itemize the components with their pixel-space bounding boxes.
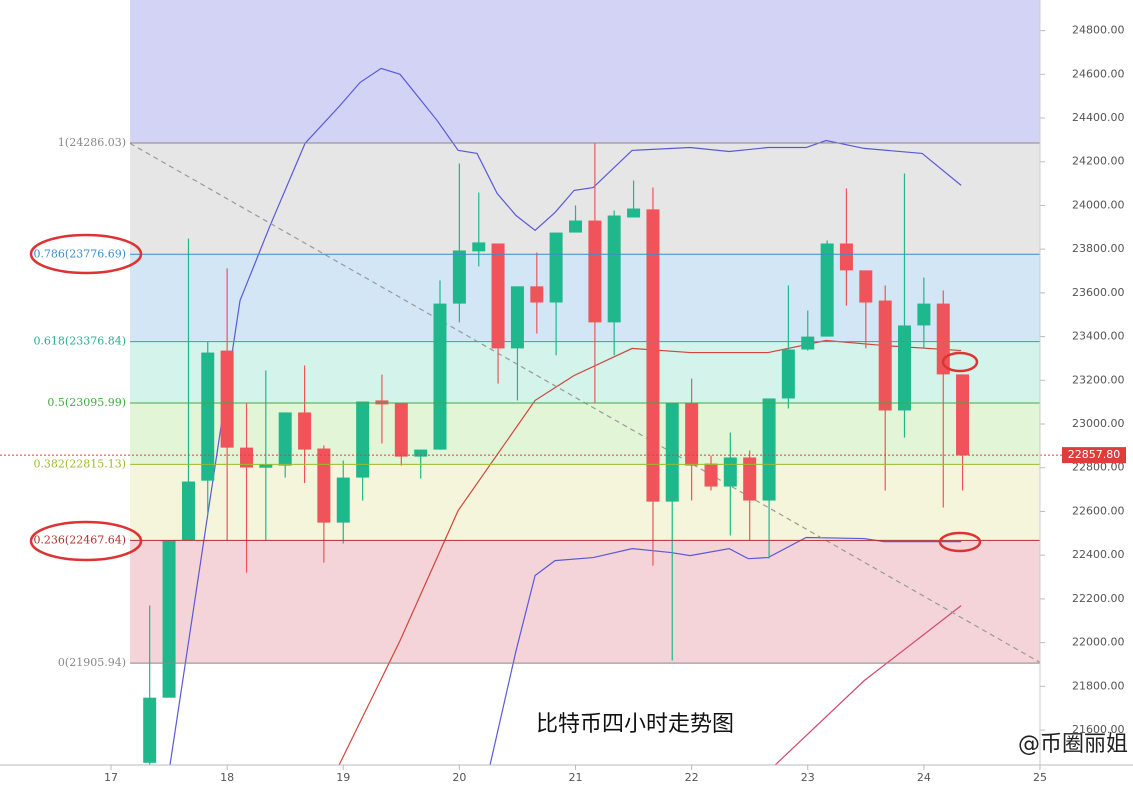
fib-label: 0(21905.94) — [58, 656, 126, 669]
candle-body — [201, 352, 215, 481]
candle-body — [781, 349, 795, 399]
y-tick-label: 22800.00 — [1072, 461, 1125, 474]
candle-body — [452, 250, 466, 304]
x-tick-label: 21 — [569, 771, 583, 784]
x-tick-label: 22 — [685, 771, 699, 784]
fib-label: 0.5(23095.99) — [47, 396, 126, 409]
fib-label: 0.618(23376.84) — [33, 335, 126, 348]
indicator-line — [169, 67, 962, 765]
y-tick-label: 24800.00 — [1072, 24, 1125, 37]
fib-label: 0.786(23776.69) — [33, 247, 126, 260]
y-tick-label: 22000.00 — [1072, 636, 1125, 649]
candle-body — [220, 350, 234, 448]
candle-body — [723, 457, 737, 487]
fib-band — [130, 464, 1040, 541]
y-tick-label: 24600.00 — [1072, 67, 1125, 80]
candle-body — [607, 215, 621, 323]
candle-body — [956, 374, 970, 456]
candle-body — [472, 242, 486, 252]
x-tick-label: 18 — [220, 771, 234, 784]
fib-band — [130, 540, 1040, 664]
highlight — [29, 233, 143, 275]
candle-body — [549, 232, 563, 303]
overlay: 1(24286.03) 0.786(23776.69) 0.618(23376.84… — [0, 24, 1126, 784]
y-tick-label: 23600.00 — [1072, 286, 1125, 299]
candle-body — [394, 403, 408, 457]
indicator-line — [774, 605, 962, 765]
candle-body — [588, 220, 602, 323]
candle-body — [510, 286, 524, 349]
y-tick-label: 22200.00 — [1072, 592, 1125, 605]
plot — [129, 67, 1040, 765]
candle-body — [240, 447, 254, 468]
x-tick-label: 20 — [452, 771, 466, 784]
highlight — [938, 531, 982, 553]
candle-body — [317, 448, 331, 523]
y-tick-label: 24200.00 — [1072, 155, 1125, 168]
candle-body — [375, 400, 389, 405]
candle-body — [762, 398, 776, 501]
candle-body — [162, 540, 176, 698]
candle-body — [143, 697, 157, 763]
price-box — [1062, 447, 1126, 464]
candle-body — [181, 481, 195, 541]
candle-body — [704, 463, 718, 487]
fib-band — [130, 0, 1040, 143]
candle-body — [627, 208, 641, 218]
candle-body — [859, 270, 873, 303]
y-tick-label: 24000.00 — [1072, 198, 1125, 211]
candle-body — [839, 243, 853, 271]
y-tick-label: 23400.00 — [1072, 330, 1125, 343]
candle-body — [685, 402, 699, 466]
candle-body — [530, 286, 544, 303]
highlight — [941, 351, 979, 373]
x-tick-label: 23 — [801, 771, 815, 784]
fib-label: 0.236(22467.64) — [33, 533, 126, 546]
y-tick-label: 21800.00 — [1072, 679, 1125, 692]
y-tick-label: 23200.00 — [1072, 373, 1125, 386]
y-tick-label: 22600.00 — [1072, 504, 1125, 517]
candle-body — [743, 457, 757, 501]
candle-body — [259, 464, 273, 468]
candle-body — [298, 412, 312, 450]
x-tick-label: 25 — [1033, 771, 1047, 784]
candle-body — [414, 449, 428, 457]
candle-body — [878, 300, 892, 411]
x-tick-label: 17 — [104, 771, 118, 784]
highlights — [29, 233, 982, 562]
candle-body — [491, 243, 505, 349]
x-tick-label: 24 — [917, 771, 931, 784]
candle-body — [278, 412, 292, 466]
x-tick-label: 19 — [336, 771, 350, 784]
candle-body — [433, 303, 447, 450]
fib-band — [130, 142, 1040, 255]
candle-body — [897, 325, 911, 411]
candle-body — [801, 336, 815, 350]
y-tick-label: 21600.00 — [1072, 723, 1125, 736]
watermark: @币圈丽姐 — [1018, 732, 1128, 757]
y-tick-label: 23800.00 — [1072, 242, 1125, 255]
y-tick-label: 24400.00 — [1072, 111, 1125, 124]
annotation: 比特币四小时走势图 — [536, 712, 734, 737]
fib-label: 0.382(22815.13) — [33, 457, 126, 470]
indicator-line — [338, 339, 962, 765]
y-tick-label: 23000.00 — [1072, 417, 1125, 430]
candle-body — [356, 401, 370, 478]
candle-body — [569, 220, 583, 233]
candle-body — [665, 402, 679, 502]
candle-body — [917, 303, 931, 326]
y-tick-label: 22400.00 — [1072, 548, 1125, 561]
fib-label: 1(24286.03) — [58, 136, 126, 149]
candle-body — [646, 209, 660, 502]
candle-body — [820, 243, 834, 337]
candle-body — [336, 477, 350, 523]
price-label: 22857.80 — [1068, 448, 1121, 461]
indicator-line — [489, 536, 962, 765]
highlight — [29, 520, 143, 562]
